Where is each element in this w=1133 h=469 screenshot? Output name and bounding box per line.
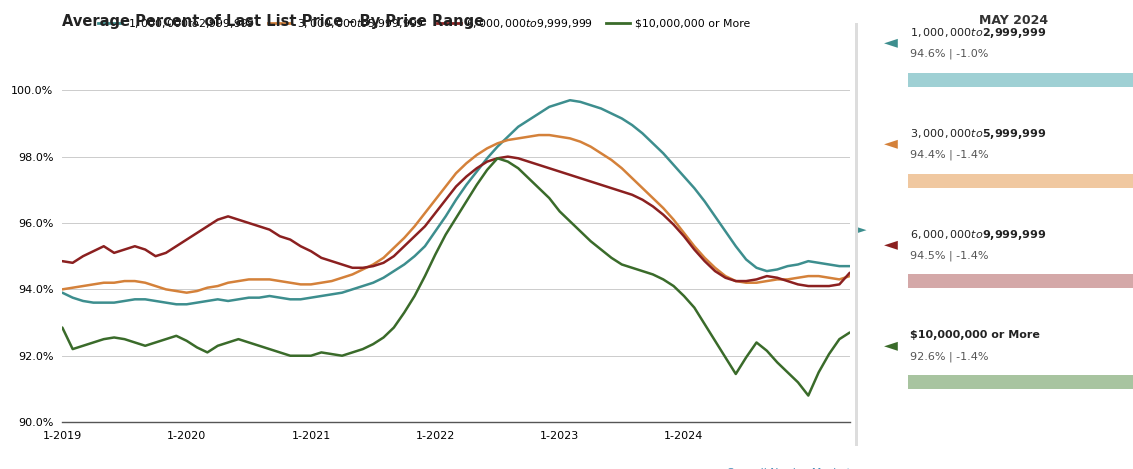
Text: Overall Naples Market: Overall Naples Market <box>726 468 850 469</box>
$3,000,000 to $5,999,999 <box>408 224 421 229</box>
Text: 94.4% | -1.4%: 94.4% | -1.4% <box>910 150 988 160</box>
$3,000,000 to $5,999,999 <box>843 273 857 279</box>
Text: ◄: ◄ <box>884 134 897 152</box>
$1,000,000 to $2,999,999 <box>56 290 69 295</box>
$6,000,000 to $9,999,999 <box>491 155 504 161</box>
$3,000,000 to $5,999,999 <box>501 137 514 143</box>
Line: $1,000,000 to $2,999,999: $1,000,000 to $2,999,999 <box>62 100 850 304</box>
$6,000,000 to $9,999,999 <box>325 258 339 264</box>
$1,000,000 to $2,999,999 <box>501 134 514 140</box>
Line: $3,000,000 to $5,999,999: $3,000,000 to $5,999,999 <box>62 135 850 293</box>
Text: $1,000,000 to $2,999,999: $1,000,000 to $2,999,999 <box>910 26 1046 40</box>
$6,000,000 to $9,999,999 <box>501 154 514 159</box>
$3,000,000 to $5,999,999 <box>325 278 339 284</box>
Line: $6,000,000 to $9,999,999: $6,000,000 to $9,999,999 <box>62 157 850 286</box>
Legend: $1,000,000 to $2,999,999, $3,000,000 to $5,999,999, $6,000,000 to $9,999,999, $1: $1,000,000 to $2,999,999, $3,000,000 to … <box>94 13 755 34</box>
$3,000,000 to $5,999,999 <box>56 287 69 292</box>
$6,000,000 to $9,999,999 <box>376 260 390 265</box>
Line: $10,000,000 or More: $10,000,000 or More <box>62 158 850 395</box>
$10,000,000 or More <box>325 351 339 357</box>
$1,000,000 to $2,999,999 <box>221 298 235 304</box>
$6,000,000 to $9,999,999 <box>56 258 69 264</box>
Text: 94.5% | -1.4%: 94.5% | -1.4% <box>910 250 988 261</box>
$3,000,000 to $5,999,999 <box>335 275 349 280</box>
$3,000,000 to $5,999,999 <box>387 245 401 251</box>
$3,000,000 to $5,999,999 <box>180 290 194 295</box>
$10,000,000 or More <box>843 330 857 335</box>
$1,000,000 to $2,999,999 <box>335 290 349 295</box>
$1,000,000 to $2,999,999 <box>563 98 577 103</box>
Text: 94.6% | -1.0%: 94.6% | -1.0% <box>910 49 988 59</box>
$10,000,000 or More <box>376 335 390 340</box>
Text: Average Percent of Last List Price - By Price Range: Average Percent of Last List Price - By … <box>62 14 485 29</box>
$10,000,000 or More <box>211 343 224 348</box>
$1,000,000 to $2,999,999 <box>387 268 401 274</box>
Text: ◄: ◄ <box>884 33 897 51</box>
$6,000,000 to $9,999,999 <box>211 217 224 222</box>
Text: $3,000,000 to $5,999,999: $3,000,000 to $5,999,999 <box>910 127 1046 141</box>
$6,000,000 to $9,999,999 <box>398 243 411 249</box>
$3,000,000 to $5,999,999 <box>221 280 235 286</box>
Text: ►: ► <box>858 225 867 235</box>
$10,000,000 or More <box>501 159 514 165</box>
$1,000,000 to $2,999,999 <box>170 302 184 307</box>
$3,000,000 to $5,999,999 <box>533 132 546 138</box>
$6,000,000 to $9,999,999 <box>315 255 329 261</box>
$10,000,000 or More <box>56 325 69 330</box>
$10,000,000 or More <box>315 349 329 355</box>
Text: 92.6% | -1.4%: 92.6% | -1.4% <box>910 351 988 362</box>
$1,000,000 to $2,999,999 <box>325 292 339 297</box>
Text: ◄: ◄ <box>884 336 897 354</box>
$6,000,000 to $9,999,999 <box>843 270 857 276</box>
Text: MAY 2024: MAY 2024 <box>979 14 1049 27</box>
$10,000,000 or More <box>491 155 504 161</box>
$10,000,000 or More <box>398 310 411 316</box>
$10,000,000 or More <box>801 393 815 398</box>
Text: $10,000,000 or More: $10,000,000 or More <box>910 330 1040 340</box>
Text: $6,000,000 to $9,999,999: $6,000,000 to $9,999,999 <box>910 227 1046 242</box>
$6,000,000 to $9,999,999 <box>801 283 815 289</box>
Text: ◄: ◄ <box>884 235 897 253</box>
$1,000,000 to $2,999,999 <box>843 263 857 269</box>
$1,000,000 to $2,999,999 <box>408 253 421 259</box>
